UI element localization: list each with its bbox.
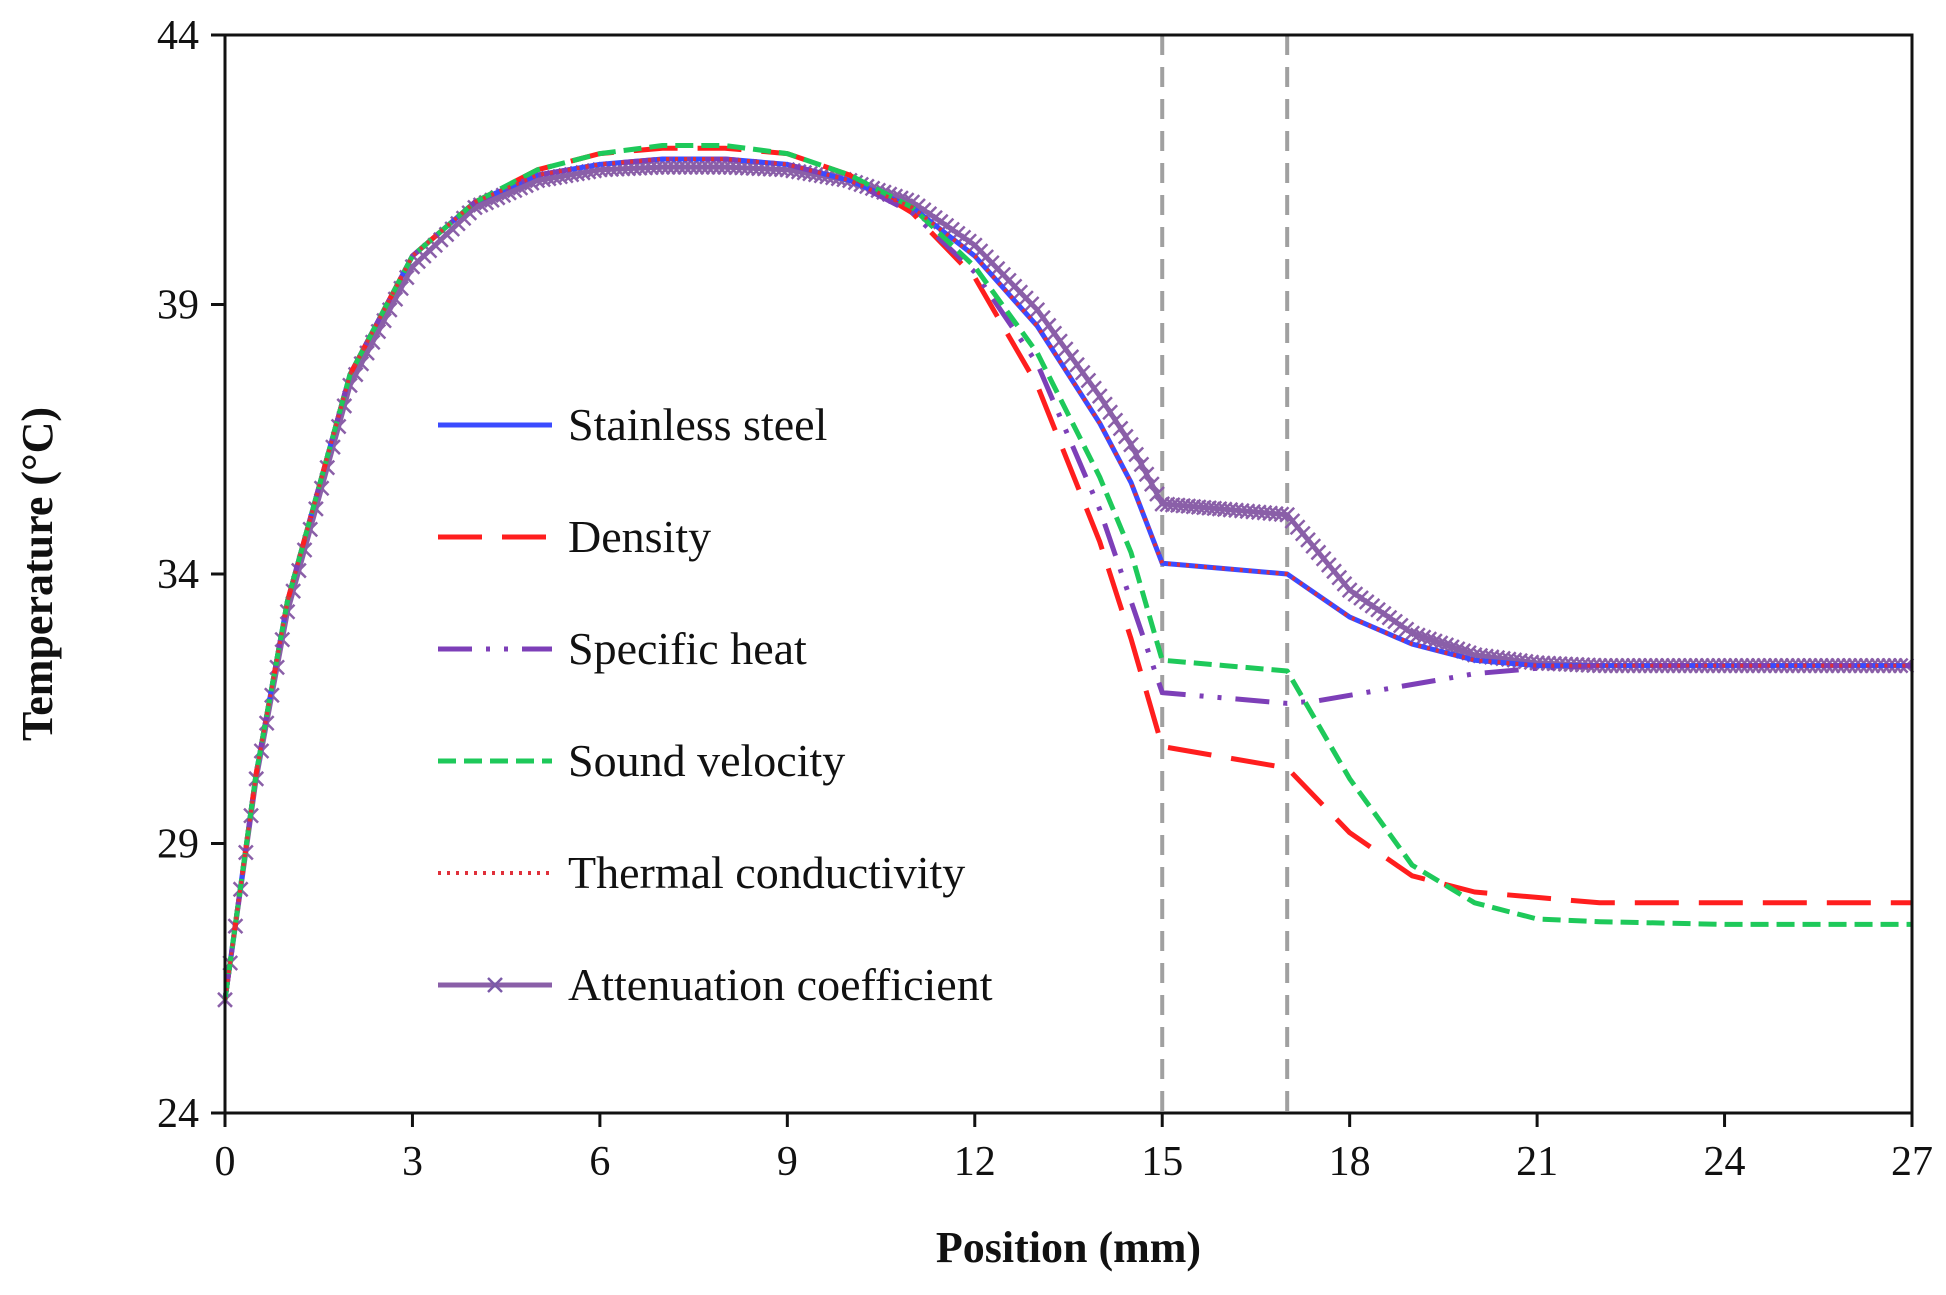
x-tick-label: 21 <box>1516 1139 1558 1185</box>
legend-marker <box>487 977 503 993</box>
series-layer <box>217 143 1915 1008</box>
series-marker <box>1133 456 1150 473</box>
series-marker <box>1046 325 1063 342</box>
x-tick-label: 3 <box>402 1139 423 1185</box>
series-marker <box>1069 356 1085 373</box>
x-axis-title: Position (mm) <box>936 1223 1201 1272</box>
series-marker <box>1057 341 1074 357</box>
legend-item: Specific heat <box>438 623 807 674</box>
x-tick-label: 6 <box>589 1139 610 1185</box>
x-tick-label: 24 <box>1704 1139 1746 1185</box>
series-marker <box>660 159 676 175</box>
series-marker <box>1112 420 1129 437</box>
series-sound-velocity <box>222 143 1912 1001</box>
legend-label: Specific heat <box>568 623 807 674</box>
series-marker <box>1102 404 1119 421</box>
x-tick-label: 0 <box>215 1139 236 1185</box>
y-tick-label: 34 <box>157 552 199 598</box>
y-axis-ticks: 24 29 34 39 44 <box>157 13 225 1137</box>
series-marker <box>1097 396 1113 413</box>
legend-item: Sound velocity <box>438 735 845 786</box>
y-tick-label: 24 <box>157 1091 199 1137</box>
x-tick-label: 18 <box>1329 1139 1371 1185</box>
series-marker <box>682 159 699 175</box>
series-marker <box>1035 309 1051 326</box>
series-marker <box>665 159 682 175</box>
reference-lines <box>1160 35 1290 1113</box>
series-specific-heat <box>222 156 1912 1001</box>
series-marker <box>1143 476 1160 493</box>
series-marker <box>1107 412 1124 429</box>
plot-frame <box>223 33 1914 1115</box>
series-thermal-conductivity <box>223 157 1912 1001</box>
legend-item: Stainless steel <box>438 399 827 450</box>
series-marker <box>694 159 711 175</box>
legend-label: Attenuation coefficient <box>568 959 993 1010</box>
series-marker <box>1128 446 1145 463</box>
series-marker <box>711 159 728 175</box>
y-tick-label: 39 <box>157 283 199 329</box>
legend: Stainless steel Density Specific heat Sound… <box>438 399 993 1010</box>
y-tick-label: 29 <box>157 822 199 868</box>
legend-label: Thermal conductivity <box>568 847 965 898</box>
series-line <box>222 156 1912 1001</box>
series-marker <box>1086 380 1102 397</box>
series-marker <box>1117 428 1134 445</box>
series-line <box>222 143 1912 1001</box>
legend-label: Stainless steel <box>568 399 827 450</box>
series-marker <box>1138 466 1155 483</box>
y-axis-title: Temperature (°C) <box>13 407 62 741</box>
series-marker <box>1080 372 1097 389</box>
series-marker <box>1029 302 1046 318</box>
legend-label: Density <box>568 511 711 562</box>
series-marker <box>654 159 671 175</box>
series-line <box>222 145 1912 1001</box>
legend-item: Thermal conductivity <box>438 847 965 898</box>
series-stainless-steel <box>222 156 1912 1001</box>
series-marker <box>1052 333 1068 350</box>
series-marker <box>688 159 705 175</box>
series-marker <box>705 159 722 175</box>
x-tick-label: 15 <box>1141 1139 1183 1185</box>
series-density <box>222 145 1912 1001</box>
series-attenuation-coefficient <box>217 159 1915 1008</box>
series-marker <box>699 159 716 175</box>
series-marker <box>1074 364 1091 381</box>
series-marker <box>1040 317 1057 334</box>
x-tick-label: 9 <box>777 1139 798 1185</box>
series-line <box>222 164 1912 1001</box>
x-axis-ticks: 0 3 6 9 12 15 18 21 24 27 <box>215 1113 1933 1185</box>
legend-item: Density <box>438 511 711 562</box>
series-marker <box>1063 349 1080 365</box>
series-marker <box>677 159 693 175</box>
series-line <box>223 157 1912 1001</box>
series-marker <box>648 159 665 176</box>
x-tick-label: 12 <box>954 1139 996 1185</box>
series-marker <box>1123 436 1139 453</box>
x-tick-label: 27 <box>1891 1139 1933 1185</box>
series-line <box>222 156 1912 1001</box>
series-marker <box>1273 506 1290 523</box>
series-marker <box>1091 388 1108 405</box>
legend-item: Attenuation coefficient <box>438 959 993 1010</box>
y-tick-label: 44 <box>157 13 199 59</box>
series-marker <box>671 159 688 175</box>
legend-label: Sound velocity <box>568 735 845 786</box>
